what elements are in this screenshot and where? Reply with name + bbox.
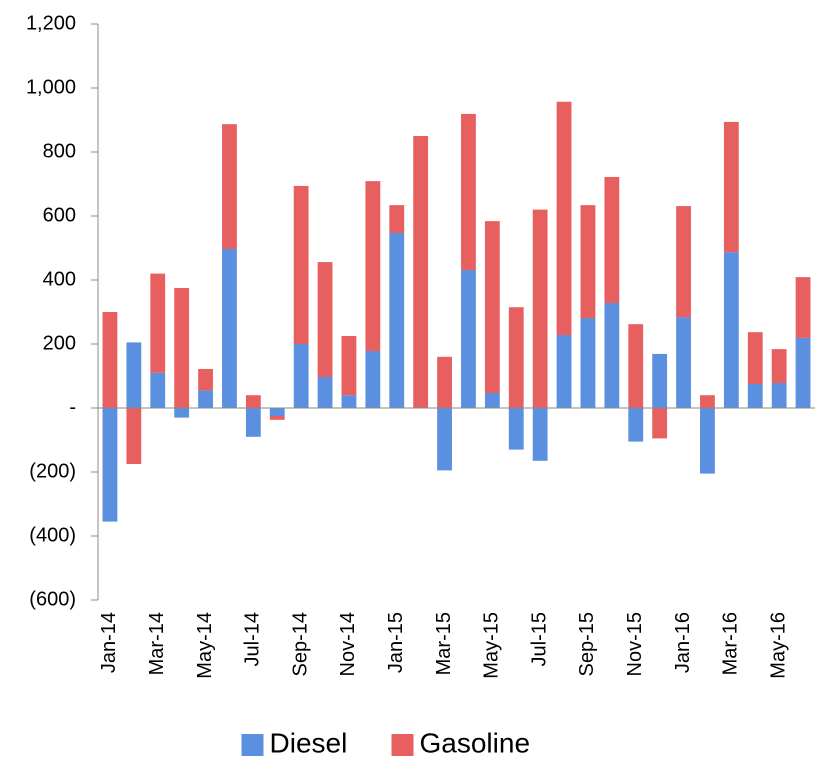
legend: Diesel Gasoline <box>241 727 531 758</box>
y-tick-label: - <box>69 396 76 418</box>
bar-segment <box>150 273 166 373</box>
bar-segment <box>389 205 405 233</box>
bar-segment <box>317 262 333 377</box>
x-tick-label: Sep-14 <box>289 612 311 677</box>
bar-segment <box>747 332 763 384</box>
bar-segment <box>269 416 285 420</box>
bar-segment <box>365 351 381 408</box>
bar-segment <box>293 185 309 344</box>
bar-segment <box>700 408 715 474</box>
bar-segment <box>126 408 142 464</box>
bar-segment <box>484 392 500 408</box>
bar-segment <box>269 408 285 416</box>
y-tick-label: (400) <box>29 524 76 546</box>
bar-segment <box>413 136 429 408</box>
bar-segment <box>365 181 381 352</box>
bar-segment <box>126 342 142 408</box>
y-tick-label: 600 <box>43 204 76 226</box>
bar-segment <box>795 337 811 408</box>
bar-segment <box>198 368 213 391</box>
x-tick-label: Jul-14 <box>242 612 264 666</box>
x-tick-label: Mar-15 <box>433 612 455 675</box>
x-tick-label: Jan-15 <box>385 612 407 673</box>
bar-segment <box>174 408 190 418</box>
x-tick-label: Nov-14 <box>337 612 359 676</box>
bar-segment <box>604 176 620 304</box>
y-tick-label: 400 <box>43 268 76 290</box>
x-tick-label: Jan-16 <box>672 612 694 673</box>
x-tick-label: Jan-14 <box>98 612 120 673</box>
x-tick-label: Mar-14 <box>146 612 168 675</box>
bar-segment <box>389 232 405 408</box>
bar-segment <box>461 270 476 408</box>
bar-segment <box>437 356 452 408</box>
bar-segment <box>556 335 572 408</box>
bar-segment <box>532 209 548 408</box>
bar-segment <box>652 408 668 439</box>
y-tick-label: 200 <box>43 332 76 354</box>
bar-segment <box>222 248 237 408</box>
bar-segment <box>580 205 596 319</box>
bar-segment <box>771 383 787 408</box>
bar-segment <box>245 408 261 437</box>
bar-segment <box>795 277 811 338</box>
bar-segment <box>102 312 118 408</box>
bar-segment <box>676 206 691 318</box>
bar-segment <box>556 101 572 336</box>
bar-segment <box>484 221 500 393</box>
y-tick-label: (600) <box>29 588 76 610</box>
y-tick-label: (200) <box>29 460 76 482</box>
bar-segment <box>628 324 644 408</box>
legend-label: Diesel <box>270 727 348 758</box>
x-tick-label: Nov-15 <box>624 612 646 676</box>
bar-segment <box>102 408 118 522</box>
bar-segment <box>317 376 333 408</box>
bar-segment <box>198 390 213 408</box>
bar-segment <box>222 124 237 249</box>
bar-segment <box>293 344 309 408</box>
legend-swatch <box>241 734 264 756</box>
y-tick-label: 800 <box>43 140 76 162</box>
x-tick-label: May-16 <box>767 612 789 679</box>
bar-segment <box>747 384 763 408</box>
x-tick-label: Mar-16 <box>720 612 742 675</box>
bar-segment <box>174 288 190 408</box>
bar-segment <box>245 395 261 408</box>
bar-segment <box>508 307 524 408</box>
bar-segment <box>508 408 524 450</box>
y-tick-label: 1,200 <box>26 12 76 34</box>
y-tick-label: 1,000 <box>26 76 76 98</box>
bar-segment <box>771 349 787 384</box>
bar-segment <box>150 372 166 408</box>
bar-segment <box>580 318 596 408</box>
x-tick-label: Sep-15 <box>576 612 598 677</box>
x-tick-label: May-14 <box>194 612 216 679</box>
bar-segment <box>341 336 357 396</box>
bar-segment <box>604 303 620 408</box>
bar-segment <box>676 317 691 408</box>
legend-label: Gasoline <box>420 727 531 758</box>
x-tick-label: May-15 <box>481 612 503 679</box>
bar-segment <box>461 113 476 271</box>
bar-segment <box>700 395 715 408</box>
bar-segment <box>341 395 357 408</box>
bar-segment <box>437 408 452 471</box>
bar-segment <box>723 121 739 253</box>
bar-segment <box>723 252 739 408</box>
bar-segment <box>628 408 644 442</box>
bar-segment <box>652 353 668 408</box>
bar-segment <box>532 408 548 461</box>
legend-swatch <box>391 734 414 756</box>
x-tick-label: Jul-15 <box>528 612 550 666</box>
